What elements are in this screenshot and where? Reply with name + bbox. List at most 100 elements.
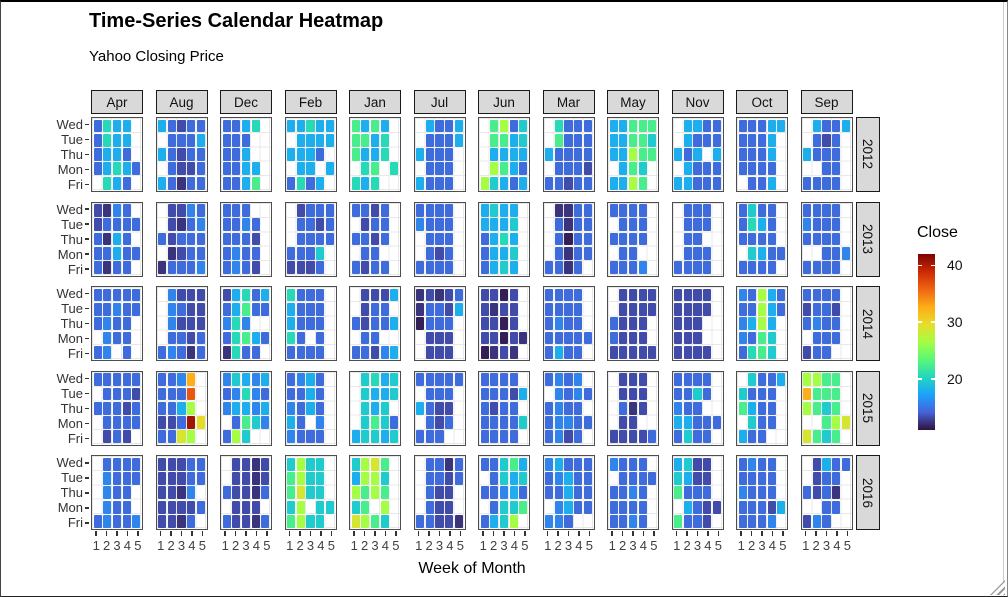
- heatmap-cell: [519, 331, 528, 345]
- heatmap-cell: [490, 486, 499, 500]
- x-tick-mark: [112, 531, 122, 537]
- heatmap-cell: [132, 387, 141, 401]
- legend-tick-mark: [931, 321, 935, 323]
- heatmap-cell: [222, 515, 231, 528]
- x-tick-mark: [520, 531, 530, 537]
- heatmap-cell: [187, 133, 196, 147]
- heatmap-cell: [425, 302, 434, 316]
- x-tick-label: 3: [435, 538, 444, 554]
- heatmap-cell: [361, 401, 370, 415]
- heatmap-cell: [822, 302, 831, 316]
- resize-grip[interactable]: [990, 580, 1005, 595]
- heatmap-cell: [325, 133, 334, 147]
- x-tick-label: 5: [843, 538, 851, 554]
- heatmap-cell: [574, 416, 583, 429]
- heatmap-cell: [93, 148, 102, 161]
- heatmap-cell: [639, 416, 647, 429]
- heatmap-cell: [509, 500, 518, 514]
- heatmap-cell: [693, 387, 702, 401]
- heatmap-cell: [132, 233, 140, 246]
- heatmap-cell: [361, 246, 370, 260]
- day-label: Tue: [39, 217, 89, 232]
- heatmap-cell: [767, 331, 776, 345]
- facet-strip-month: Sep: [800, 90, 853, 114]
- heatmap-cell: [390, 402, 398, 415]
- heatmap-cell: [767, 472, 776, 485]
- y-axis-tick: [85, 208, 89, 210]
- heatmap-cell: [454, 133, 463, 147]
- heatmap-cell: [713, 515, 721, 528]
- x-tick-mark: [156, 531, 166, 537]
- heatmap-cell: [122, 416, 131, 429]
- heatmap-cell: [370, 162, 380, 176]
- heatmap-cell: [425, 401, 434, 415]
- heatmap-cell: [628, 457, 638, 471]
- heatmap-cell: [390, 486, 398, 499]
- heatmap-cell: [822, 261, 831, 275]
- heatmap-cell: [361, 457, 370, 471]
- heatmap-cell: [584, 515, 592, 528]
- heatmap-cell: [564, 416, 573, 429]
- x-tick-mark: [445, 531, 455, 537]
- heatmap-cell: [757, 246, 767, 260]
- heatmap-cell: [351, 119, 360, 133]
- heatmap-cell: [703, 233, 711, 246]
- heatmap-cell: [803, 430, 812, 444]
- heatmap-cell: [416, 176, 425, 190]
- heatmap-cell: [757, 218, 767, 232]
- heatmap-cell: [187, 218, 196, 232]
- heatmap-panel: [478, 370, 530, 446]
- x-tick-mark: [187, 531, 197, 537]
- heatmap-cell: [480, 232, 489, 246]
- heatmap-cell: [103, 331, 112, 345]
- heatmap-cell: [703, 402, 711, 415]
- heatmap-cell: [609, 345, 618, 359]
- heatmap-cell: [757, 430, 767, 444]
- heatmap-cell: [167, 261, 176, 275]
- heatmap-cell: [370, 345, 380, 359]
- heatmap-cell: [480, 317, 489, 331]
- heatmap-cell: [222, 387, 231, 401]
- heatmap-cell: [519, 303, 527, 316]
- heatmap-cell: [777, 288, 786, 302]
- heatmap-cell: [674, 457, 683, 471]
- heatmap-cell: [361, 486, 370, 500]
- heatmap-cell: [232, 373, 241, 387]
- x-tick-mark: [122, 531, 132, 537]
- heatmap-cell: [287, 401, 296, 415]
- x-tick-label: 5: [392, 538, 400, 554]
- heatmap-cell: [316, 373, 325, 387]
- heatmap-panel: [284, 286, 337, 362]
- heatmap-cell: [241, 317, 251, 331]
- heatmap-cell: [738, 288, 747, 302]
- heatmap-panel: [349, 201, 401, 277]
- x-tick-mark: [821, 531, 831, 537]
- heatmap-cell: [425, 204, 434, 217]
- heatmap-cell: [416, 430, 425, 444]
- heatmap-cell: [564, 218, 573, 232]
- heatmap-cell: [435, 176, 444, 190]
- heatmap-cell: [232, 176, 241, 190]
- heatmap-cell: [132, 302, 141, 316]
- heatmap-cell: [509, 133, 518, 147]
- heatmap-cell: [703, 302, 712, 316]
- heatmap-cell: [628, 232, 638, 246]
- heatmap-cell: [251, 401, 260, 415]
- heatmap-cell: [416, 401, 425, 415]
- heatmap-cell: [390, 317, 399, 331]
- y-axis-tick: [85, 377, 89, 380]
- heatmap-cell: [435, 331, 444, 345]
- heatmap-cell: [103, 387, 112, 401]
- heatmap-cell: [306, 148, 315, 161]
- heatmap-cell: [316, 331, 325, 345]
- heatmap-cell: [748, 416, 757, 429]
- heatmap-cell: [296, 486, 305, 500]
- heatmap-cell: [196, 176, 205, 190]
- heatmap-cell: [251, 162, 260, 176]
- heatmap-cell: [490, 218, 499, 232]
- heatmap-cell: [132, 416, 141, 429]
- heatmap-cell: [416, 218, 425, 232]
- heatmap-cell: [445, 119, 454, 133]
- heatmap-cell: [748, 515, 757, 528]
